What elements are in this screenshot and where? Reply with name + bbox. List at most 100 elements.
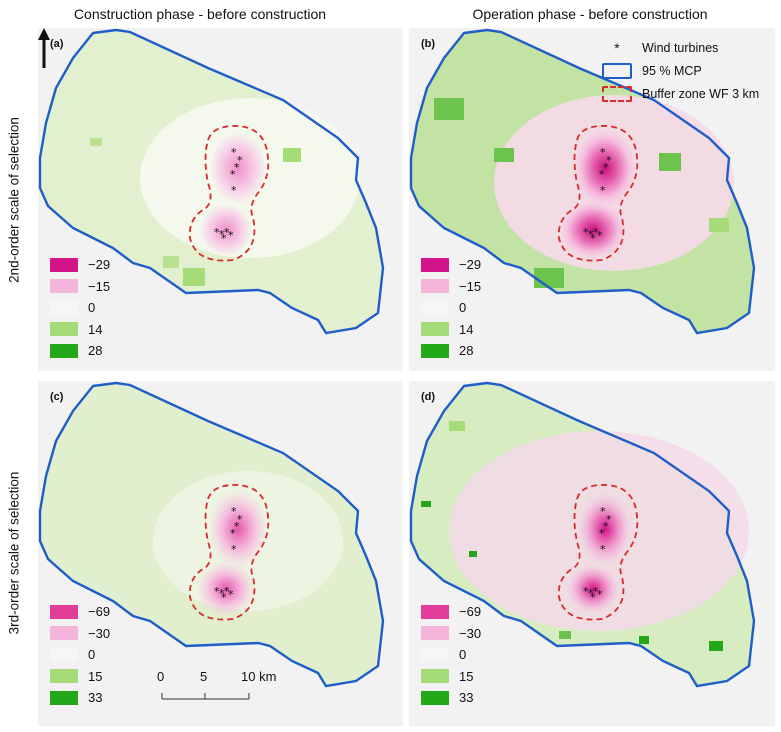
legend-item: 33 (421, 687, 481, 709)
svg-text:*: * (600, 543, 606, 556)
mcp-outline-a (38, 28, 385, 335)
key-label: Wind turbines (642, 40, 719, 55)
legend-a: −29 −15 0 14 28 (50, 254, 110, 362)
svg-text:*: * (237, 513, 243, 526)
legend-label: 0 (459, 300, 467, 316)
buffer-zone-d (557, 484, 639, 621)
legend-swatch (421, 647, 449, 662)
legend-item: 28 (421, 340, 481, 362)
legend-swatch (421, 690, 449, 705)
legend-label: 14 (459, 321, 474, 337)
north-arrow-icon (38, 28, 50, 68)
legend-label: −29 (88, 257, 111, 273)
svg-text:*: * (219, 587, 225, 600)
panel-label-b: (b) (421, 38, 436, 50)
legend-swatch (421, 279, 449, 294)
svg-text:*: * (603, 161, 609, 174)
legend-item: −29 (50, 254, 110, 276)
wind-turbine-markers-a: ***** * * *** (214, 146, 243, 245)
svg-text:*: * (221, 232, 227, 245)
map-panel-c: * * * * * * * * * * (c) −69 −30 0 15 33 0 5 10 k… (38, 381, 403, 726)
svg-text:*: * (234, 520, 240, 533)
buffer-zone-c (188, 484, 270, 621)
svg-text:*: * (583, 585, 589, 598)
legend-swatch (50, 343, 78, 358)
key-item-wind-turbines: * Wind turbines (602, 36, 759, 59)
scale-tick-label: 0 (157, 669, 165, 684)
legend-swatch (50, 669, 78, 684)
north-label: N (399, 34, 403, 52)
legend-label: −69 (88, 604, 111, 620)
svg-text:*: * (600, 505, 606, 518)
legend-label: 15 (459, 668, 474, 684)
legend-swatch (50, 322, 78, 337)
legend-label: 28 (88, 343, 103, 359)
legend-label: −15 (88, 278, 111, 294)
svg-text:*: * (600, 184, 606, 197)
legend-swatch (50, 279, 78, 294)
legend-item: 15 (421, 666, 481, 688)
svg-text:*: * (228, 588, 234, 601)
svg-text:*: * (606, 513, 612, 526)
legend-label: 33 (88, 690, 103, 706)
map-c-graphic: ***** * * *** (38, 381, 385, 688)
legend-item: −30 (50, 623, 110, 645)
svg-text:*: * (231, 505, 237, 518)
map-d-graphic: ***** * * *** (409, 381, 756, 688)
svg-text:*: * (588, 228, 594, 241)
legend-item: 0 (50, 644, 110, 666)
legend-label: 0 (459, 647, 467, 663)
svg-text:*: * (593, 585, 599, 598)
legend-item: 33 (50, 687, 110, 709)
mcp-outline-b (409, 28, 756, 335)
map-b-graphic: ***** * * *** (409, 28, 756, 335)
map-panel-b: * * * * * * * * * * (b) −29 −15 0 14 28 * Wind t… (409, 28, 775, 371)
legend-item: −30 (421, 623, 481, 645)
legend-label: −30 (459, 625, 482, 641)
svg-text:*: * (590, 232, 596, 245)
buffer-zone-b (557, 125, 639, 262)
svg-text:*: * (590, 591, 596, 604)
svg-text:*: * (231, 146, 237, 159)
map-panel-a: ***** ***** (a) −29 −15 0 14 28 N (38, 28, 403, 371)
legend-item: 0 (421, 644, 481, 666)
legend-swatch (421, 604, 449, 619)
panel-label-a: (a) (50, 38, 64, 50)
svg-text:*: * (603, 520, 609, 533)
svg-text:*: * (214, 226, 220, 239)
wind-turbine-markers-d: ***** * * *** (583, 505, 612, 604)
key-item-buffer: Buffer zone WF 3 km (602, 82, 759, 105)
scale-bar: 0 5 10 km (157, 669, 276, 715)
legend-swatch (50, 257, 78, 272)
legend-d: −69 −30 0 15 33 (421, 601, 481, 709)
panel-label-d: (d) (421, 391, 436, 403)
panel-label-c: (c) (50, 391, 64, 403)
wind-turbine-icon: * (614, 39, 620, 56)
buffer-zone-a (188, 125, 270, 262)
legend-label: 28 (459, 343, 474, 359)
map-key: * Wind turbines 95 % MCP Buffer zone WF … (602, 36, 759, 105)
row-title-2nd-order: 2nd-order scale of selection (6, 117, 22, 283)
svg-text:*: * (224, 585, 230, 598)
legend-item: −15 (421, 276, 481, 298)
scale-bar-line (161, 693, 250, 700)
map-panel-d: * * * * * * * * * * (d) −69 −30 0 15 33 (409, 381, 775, 726)
legend-label: 15 (88, 668, 103, 684)
legend-label: 33 (459, 690, 474, 706)
svg-text:*: * (597, 588, 603, 601)
legend-b: −29 −15 0 14 28 (421, 254, 481, 362)
legend-swatch (50, 300, 78, 315)
legend-swatch (421, 626, 449, 641)
scale-tick-label: 10 km (241, 669, 277, 684)
legend-label: 0 (88, 647, 96, 663)
svg-text:*: * (234, 161, 240, 174)
legend-c: −69 −30 0 15 33 (50, 601, 110, 709)
wind-turbine-markers-b: ***** * * *** (583, 146, 612, 245)
svg-text:*: * (219, 228, 225, 241)
legend-label: 0 (88, 300, 96, 316)
legend-item: −69 (421, 601, 481, 623)
legend-item: 0 (50, 297, 110, 319)
legend-swatch (421, 669, 449, 684)
svg-text:*: * (606, 154, 612, 167)
legend-swatch (50, 626, 78, 641)
